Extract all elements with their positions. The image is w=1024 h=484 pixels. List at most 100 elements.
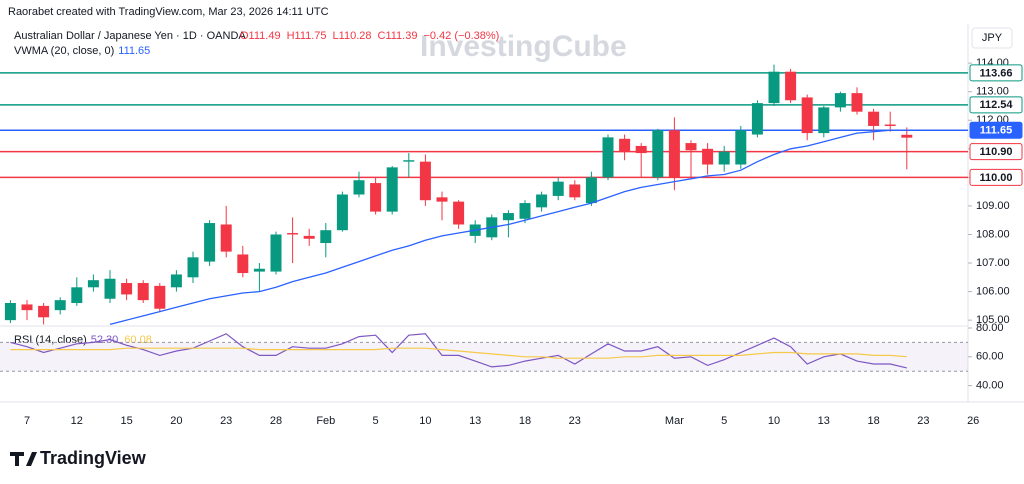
candle-body — [187, 257, 199, 278]
caption: Raorabet created with TradingView.com, M… — [8, 6, 329, 18]
level-label-box — [969, 64, 1023, 82]
x-tick-label: 10 — [768, 415, 780, 427]
x-tick-label: 23 — [569, 415, 581, 427]
x-tick-label: 5 — [373, 415, 379, 427]
candle-body — [353, 180, 365, 195]
x-tick-label: 13 — [818, 415, 830, 427]
currency-box[interactable] — [971, 27, 1013, 49]
candle-body — [287, 233, 299, 235]
quote-value: O111.49 — [240, 30, 281, 42]
quote-value: L110.28 — [333, 30, 372, 42]
quote-value: C111.39 — [378, 30, 418, 42]
candle-body — [585, 177, 597, 204]
level-label-box — [969, 143, 1023, 161]
candle-body — [436, 197, 448, 202]
candle-body — [635, 145, 647, 154]
candle-body — [121, 283, 133, 295]
candle-body — [419, 161, 431, 201]
candle-body — [320, 230, 332, 244]
candle-body — [901, 134, 913, 138]
candle-body — [71, 287, 83, 304]
candle-body — [38, 305, 50, 318]
y-tick-label: 107.00 — [976, 257, 1010, 269]
currency: JPY — [982, 32, 1003, 44]
candle-body — [154, 285, 166, 309]
rsi-band — [0, 342, 968, 372]
x-tick-label: Feb — [316, 415, 335, 427]
level-label-box — [969, 96, 1023, 114]
candle-body — [54, 300, 66, 311]
level-label: 113.66 — [979, 67, 1012, 79]
y-tick-label: 109.00 — [976, 200, 1010, 212]
x-tick-label: 23 — [917, 415, 929, 427]
x-tick-label: 15 — [120, 415, 132, 427]
candle-body — [519, 203, 531, 219]
candle-body — [336, 194, 348, 231]
x-tick-label: 18 — [867, 415, 879, 427]
y-tick-label: 106.00 — [976, 285, 1010, 297]
indicator-value: 111.65 — [118, 45, 150, 57]
candle-body — [668, 130, 680, 178]
candle-body — [270, 234, 282, 272]
rsi-line — [10, 333, 907, 369]
candle-body — [851, 93, 863, 112]
candle-body — [602, 137, 614, 178]
candle-body — [370, 183, 382, 212]
rsi-tick-label: 80.00 — [976, 322, 1004, 334]
candle-body — [884, 124, 896, 126]
x-tick-label: 10 — [419, 415, 431, 427]
candle-body — [104, 278, 116, 299]
candle-body — [751, 103, 763, 135]
level-label: 110.90 — [979, 146, 1012, 158]
candle-body — [21, 304, 33, 311]
candle-body — [386, 167, 398, 212]
x-tick-label: 5 — [721, 415, 727, 427]
candle-body — [818, 107, 830, 134]
candle-body — [502, 213, 514, 221]
quote-value: −0.42 (−0.38%) — [423, 30, 499, 42]
candle-body — [702, 148, 714, 165]
rsi-tick-label: 40.00 — [976, 380, 1004, 392]
rsi-tick-label: 60.00 — [976, 351, 1004, 363]
level-label-box — [969, 168, 1023, 186]
logo-icon — [10, 452, 37, 466]
x-tick-label: 12 — [71, 415, 83, 427]
candle-body — [619, 138, 631, 152]
candle-body — [685, 143, 697, 151]
candle-body — [652, 130, 664, 178]
candle-body — [253, 268, 265, 272]
indicator-name: VWMA (20, close, 0) — [14, 45, 114, 57]
candle-body — [220, 224, 232, 252]
candle-body — [137, 283, 149, 301]
candle-body — [303, 235, 315, 239]
candle-body — [204, 223, 216, 262]
x-tick-label: 28 — [270, 415, 282, 427]
footer-logo: TradingView — [10, 448, 147, 468]
candle-body — [87, 280, 99, 288]
quote-value: H111.75 — [287, 30, 327, 42]
rsi-line — [10, 347, 907, 359]
level-label: 112.54 — [979, 99, 1013, 111]
candle-body — [868, 111, 880, 126]
x-tick-label: Mar — [665, 415, 684, 427]
candle-body — [834, 93, 846, 108]
footer-brand: TradingView — [40, 448, 147, 468]
candle-body — [768, 71, 780, 104]
rsi-value: 60.08 — [124, 334, 152, 346]
candle-body — [785, 71, 797, 101]
y-tick-label: 113.00 — [976, 86, 1009, 98]
level-label: 110.00 — [979, 172, 1012, 184]
candle-body — [536, 194, 548, 208]
x-tick-label: 13 — [469, 415, 481, 427]
y-tick-label: 105.00 — [976, 314, 1010, 326]
candle-body — [735, 130, 747, 165]
candle-body — [569, 184, 581, 198]
y-tick-label: 108.00 — [976, 228, 1010, 240]
x-tick-label: 20 — [170, 415, 182, 427]
x-tick-label: 23 — [220, 415, 232, 427]
candle-body — [237, 254, 249, 274]
candle-body — [718, 151, 730, 165]
vwma-line — [109, 129, 907, 326]
candle-body — [170, 274, 182, 288]
